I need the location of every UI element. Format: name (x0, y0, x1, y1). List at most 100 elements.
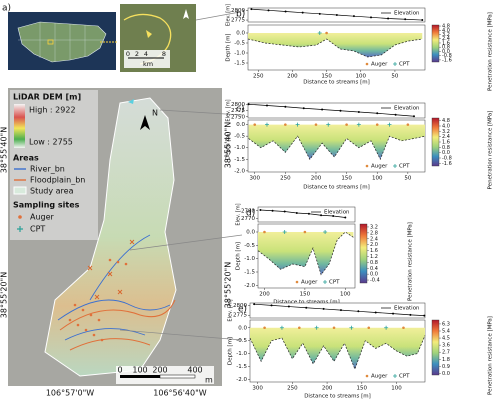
auger-marker (314, 123, 318, 126)
colorbar-tick-label: -0.8 (442, 53, 452, 59)
panel-label: c) (236, 105, 244, 115)
cpt-marker (326, 122, 331, 127)
elevation-point (283, 210, 286, 213)
section-fill (250, 327, 425, 370)
x-tick-label: 100 (372, 176, 383, 182)
y-tick-label: -1.0 (234, 51, 245, 57)
x-tick-label: 150 (357, 386, 368, 392)
elevation-point (284, 105, 287, 108)
y-axis-label: Depth [m] (226, 33, 232, 61)
depth-profile (248, 135, 426, 161)
depth-frame (247, 24, 426, 71)
auger-marker (367, 326, 371, 330)
panel-label: d) (246, 209, 255, 219)
x-tick-label: 250 (253, 74, 264, 80)
y-tick-label: -1.5 (236, 364, 247, 370)
elevation-point (352, 15, 355, 18)
lon-label: 106°56'40"W (153, 389, 207, 398)
elevation-point (250, 8, 253, 11)
lat-label: 38°55'40"N (224, 122, 233, 168)
site-legend: Auger (30, 213, 55, 222)
colorbar-tick-label: -0.8 (442, 156, 452, 162)
legend-swatch (323, 280, 327, 284)
elevation-point (284, 10, 287, 13)
colorbar-tick-label: 2.0 (370, 242, 378, 248)
colorbar-tick-label: 4.0 (442, 124, 450, 130)
y-tick-label: -1.0 (234, 145, 245, 151)
colorbar-tick-label: 5.4 (442, 329, 450, 335)
elevation-point (332, 215, 335, 217)
auger-marker (284, 123, 287, 126)
flow-marker (128, 99, 134, 104)
y2-axis-label: Elev. [m] (226, 4, 232, 26)
elev-frame (257, 206, 356, 223)
scale-bar (159, 374, 196, 379)
legend-label: Auger (371, 62, 388, 68)
cpt-marker (314, 325, 319, 330)
study-swatch (13, 186, 27, 195)
colorbar-tick-label: 2.4 (370, 236, 378, 242)
colorbar-tick-label: 6.3 (442, 321, 450, 327)
depth-profile (257, 231, 354, 276)
elevation-point (412, 115, 415, 118)
colorbar-tick-label: 2.8 (370, 230, 378, 236)
x-tick-label: 100 (356, 74, 367, 80)
inset-scale-label: 4 (144, 50, 148, 58)
colorbar-tick-label: 1.6 (442, 140, 450, 146)
legend-label: Elevation (324, 210, 350, 216)
elevation-line (248, 103, 415, 117)
legend-label: CPT (399, 62, 410, 68)
elevation-point (392, 312, 395, 315)
elevation-point (302, 107, 305, 110)
cpt-marker (356, 122, 361, 127)
legend-label: Elevation (394, 11, 420, 17)
x-tick-label: 150 (300, 292, 311, 298)
section-fill (258, 232, 354, 275)
colorbar-tick-label: 2.4 (442, 36, 450, 42)
panel-label: e) (238, 305, 247, 315)
colorbar-tick-label: 3.6 (442, 343, 450, 349)
x-tick-label: 300 (249, 176, 260, 182)
elevation-point (404, 18, 407, 21)
dem-high: High : 2922 (29, 106, 76, 115)
y-tick-label: 0.0 (238, 325, 247, 331)
elevation-point (267, 9, 270, 12)
colorbar-tick-label: 0.0 (442, 371, 450, 377)
legend-label: Auger (371, 374, 388, 380)
x-tick-label: 200 (311, 176, 322, 182)
auger-marker (332, 326, 336, 330)
elevation-point (370, 16, 373, 19)
colorbar-tick-label: -0.4 (370, 278, 380, 284)
auger-marker (406, 123, 410, 126)
legend-label: CPT (399, 164, 410, 170)
y-tick-label: -0.5 (234, 134, 245, 140)
y2-axis-label: Elev. [m] (228, 299, 234, 321)
cpt-marker (317, 31, 322, 35)
auger-marker (325, 31, 328, 35)
legend-swatch (365, 164, 369, 168)
colorbar-tick-label: 1.6 (370, 248, 378, 254)
x-axis-label: Distance to streams [m] (304, 394, 371, 400)
auger-sites (68, 258, 128, 342)
legend-label: Auger (371, 164, 388, 170)
auger-marker (263, 230, 266, 234)
x-axis-label: Distance to streams [m] (273, 300, 340, 306)
cpt-marker (387, 122, 392, 127)
elevation-point (409, 313, 412, 316)
scale-label: 100 (132, 366, 147, 375)
colorbar (359, 223, 368, 284)
scale-unit: m (205, 376, 213, 385)
y-tick-label: -1.0 (244, 256, 255, 262)
cpt-marker (349, 325, 354, 330)
colorbar-label: Penetration resistance [MPa] (488, 316, 494, 395)
elevation-point (421, 19, 424, 22)
area-legend: River_bn (30, 165, 65, 174)
inset-scale-label: 0 (126, 50, 130, 58)
y-tick-label: -2.0 (244, 283, 255, 289)
panel-label: b) (236, 10, 245, 20)
elevation-point (387, 17, 390, 20)
elevation-point (295, 212, 298, 214)
elevation-point (271, 209, 274, 212)
y-tick-label: -1.5 (234, 61, 245, 67)
legend-swatch (393, 62, 397, 66)
